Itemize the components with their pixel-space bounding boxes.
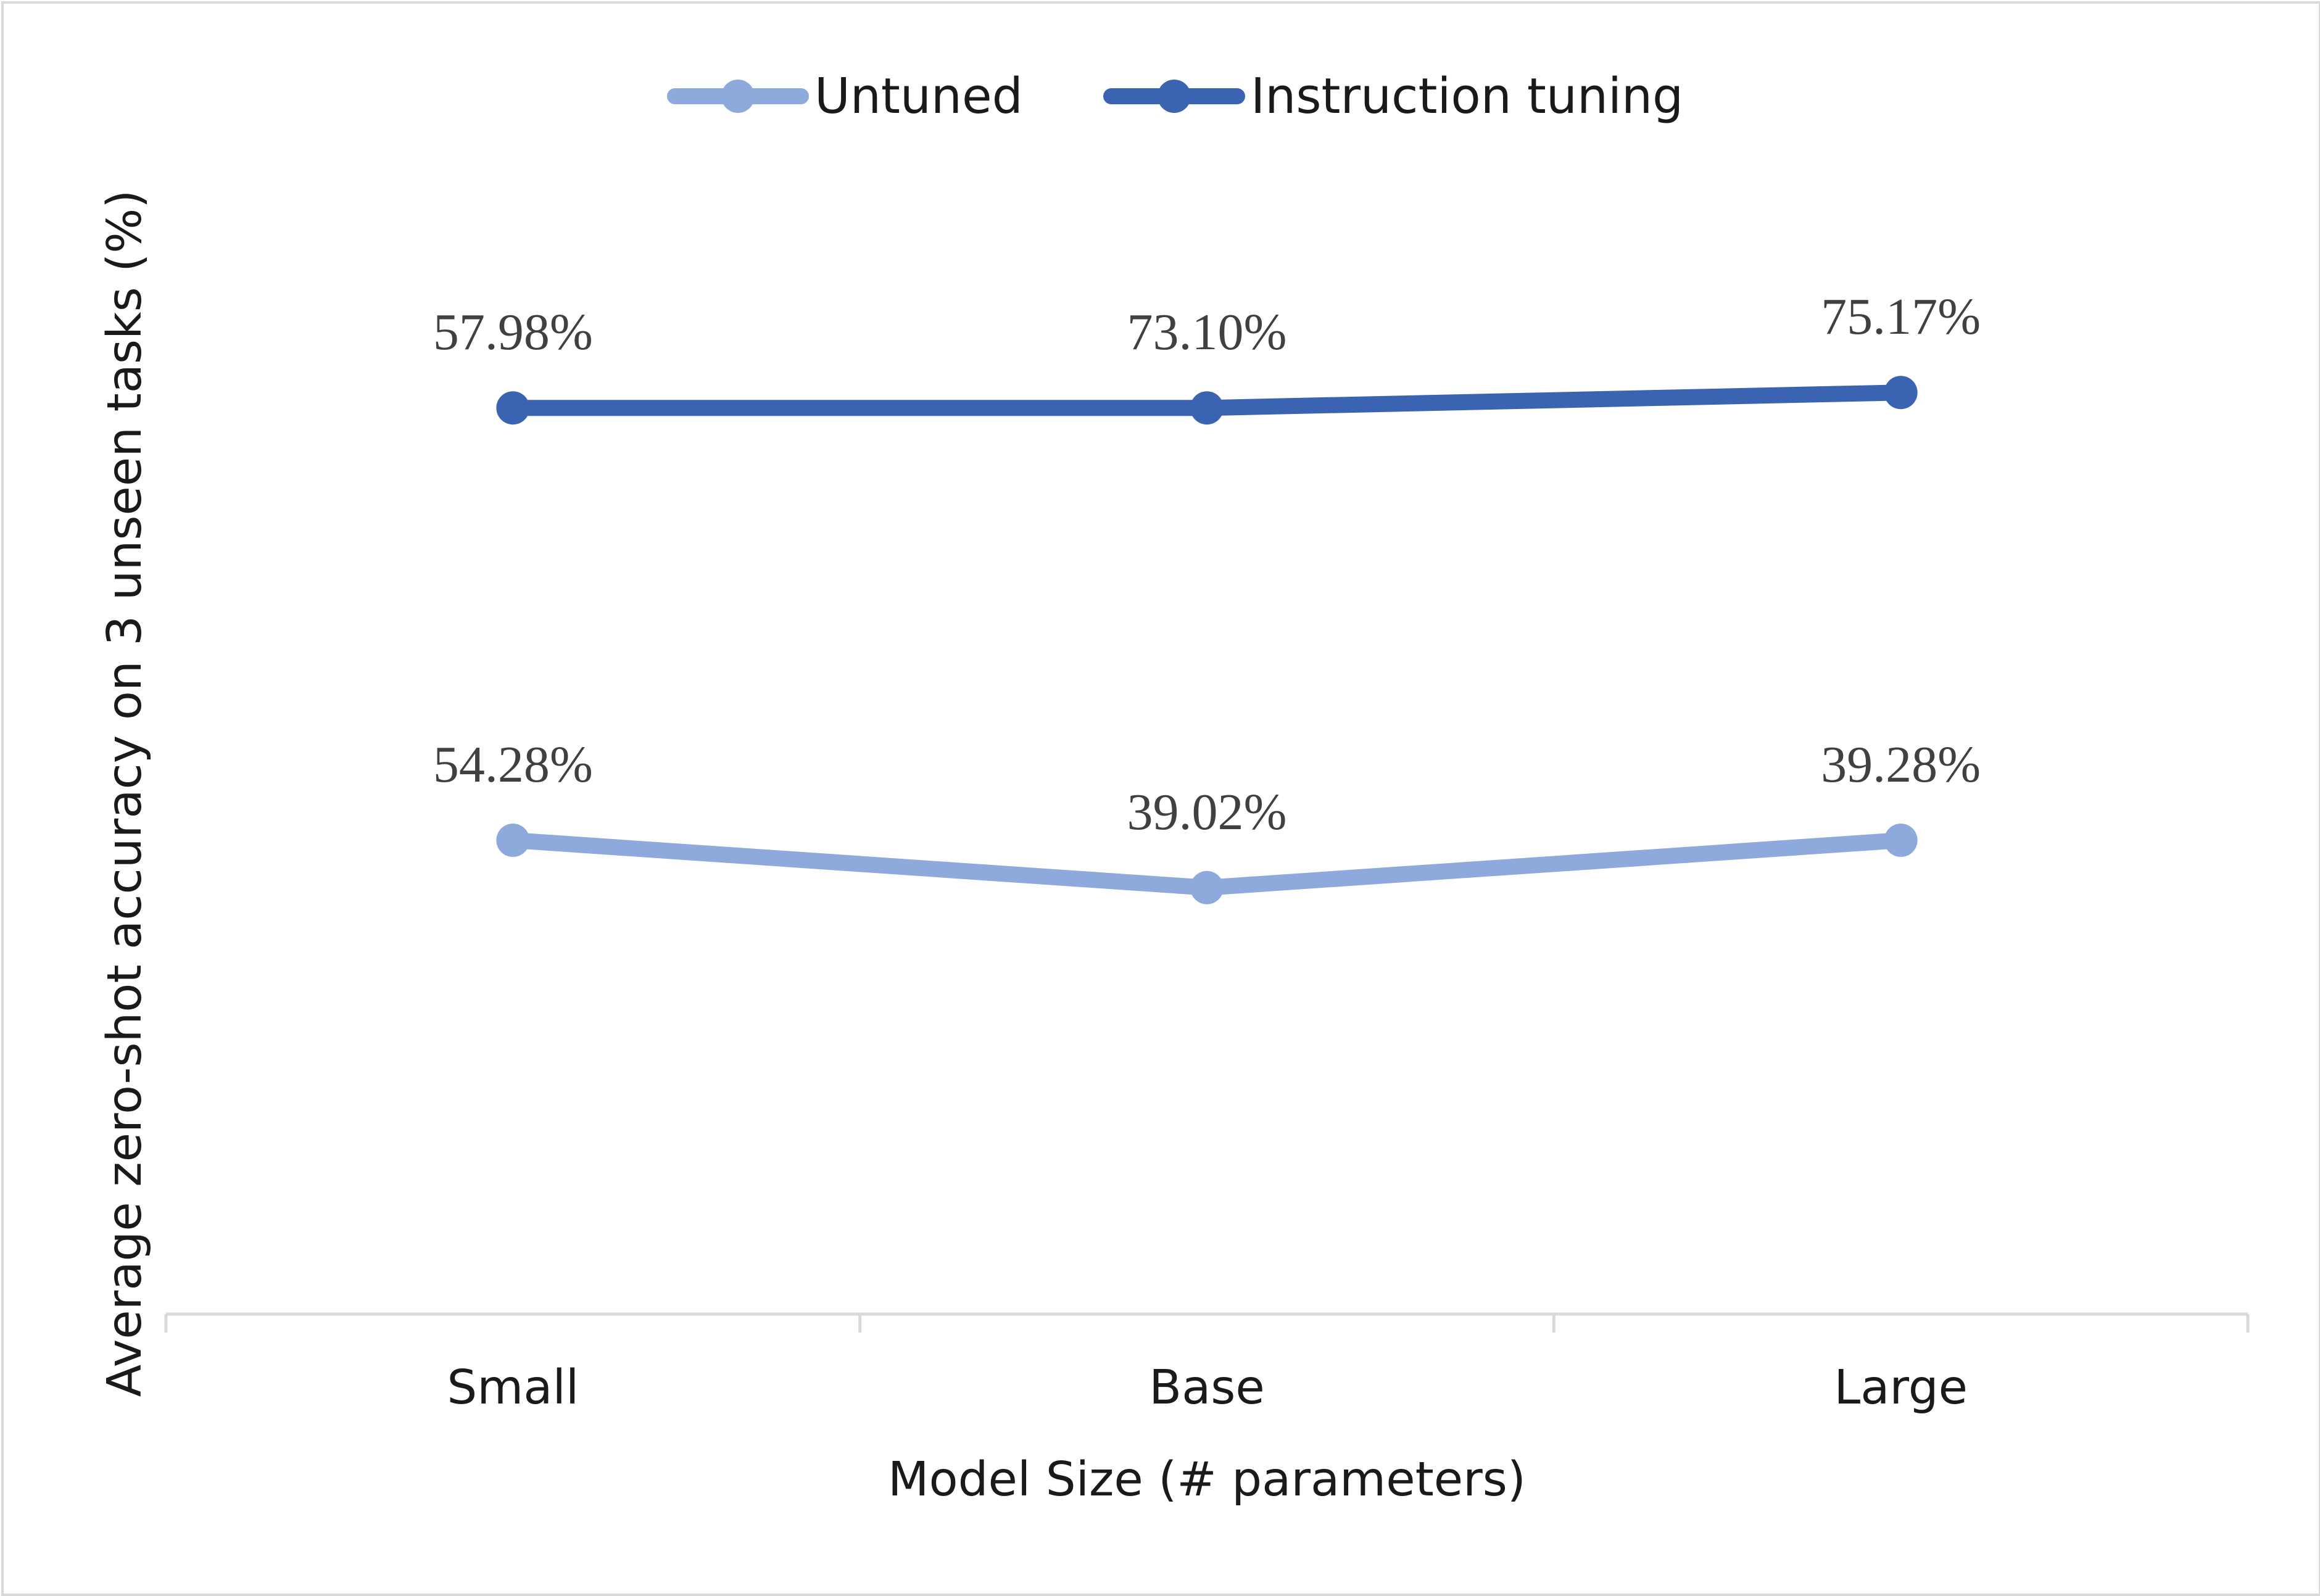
x-tick-label-large: Large [1834, 1360, 1968, 1415]
legend-swatch-marker-instruction-tuning [1158, 80, 1191, 113]
series-untuned: 54.28% 39.02% 39.28% [433, 736, 1981, 904]
legend: Untuned Instruction tuning [667, 68, 1683, 125]
x-axis: Small Base Large [164, 1312, 2250, 1415]
data-label-instruction-tuning-small: 57.98% [433, 304, 593, 361]
data-point-untuned-base [1190, 870, 1224, 904]
data-label-untuned-small: 54.28% [433, 736, 593, 793]
legend-item-untuned: Untuned [667, 68, 1023, 125]
data-point-instruction-tuning-small [496, 391, 530, 425]
data-point-untuned-small [496, 824, 530, 857]
series-layer: 54.28% 39.02% 39.28% 57.98% 73.10% 75.17% [433, 288, 1981, 904]
y-axis-title: Average zero-shot accuracy on 3 unseen t… [97, 190, 152, 1397]
legend-label-untuned: Untuned [814, 68, 1023, 125]
data-label-instruction-tuning-base: 73.10% [1127, 304, 1287, 361]
legend-item-instruction-tuning: Instruction tuning [1103, 68, 1683, 125]
legend-label-instruction-tuning: Instruction tuning [1251, 68, 1683, 125]
x-tick-label-base: Base [1149, 1360, 1265, 1415]
x-axis-title: Model Size (# parameters) [888, 1452, 1526, 1507]
data-label-instruction-tuning-large: 75.17% [1821, 288, 1981, 345]
data-point-instruction-tuning-large [1884, 376, 1918, 410]
data-label-untuned-base: 39.02% [1127, 784, 1287, 841]
data-point-instruction-tuning-base [1190, 391, 1224, 425]
data-label-untuned-large: 39.28% [1821, 736, 1981, 793]
line-chart: Untuned Instruction tuning Average zero-s… [97, 68, 2250, 1507]
legend-swatch-marker-untuned [721, 80, 755, 113]
x-tick-label-small: Small [447, 1360, 579, 1415]
series-instruction-tuning: 57.98% 73.10% 75.17% [433, 288, 1981, 425]
data-point-untuned-large [1884, 824, 1918, 857]
